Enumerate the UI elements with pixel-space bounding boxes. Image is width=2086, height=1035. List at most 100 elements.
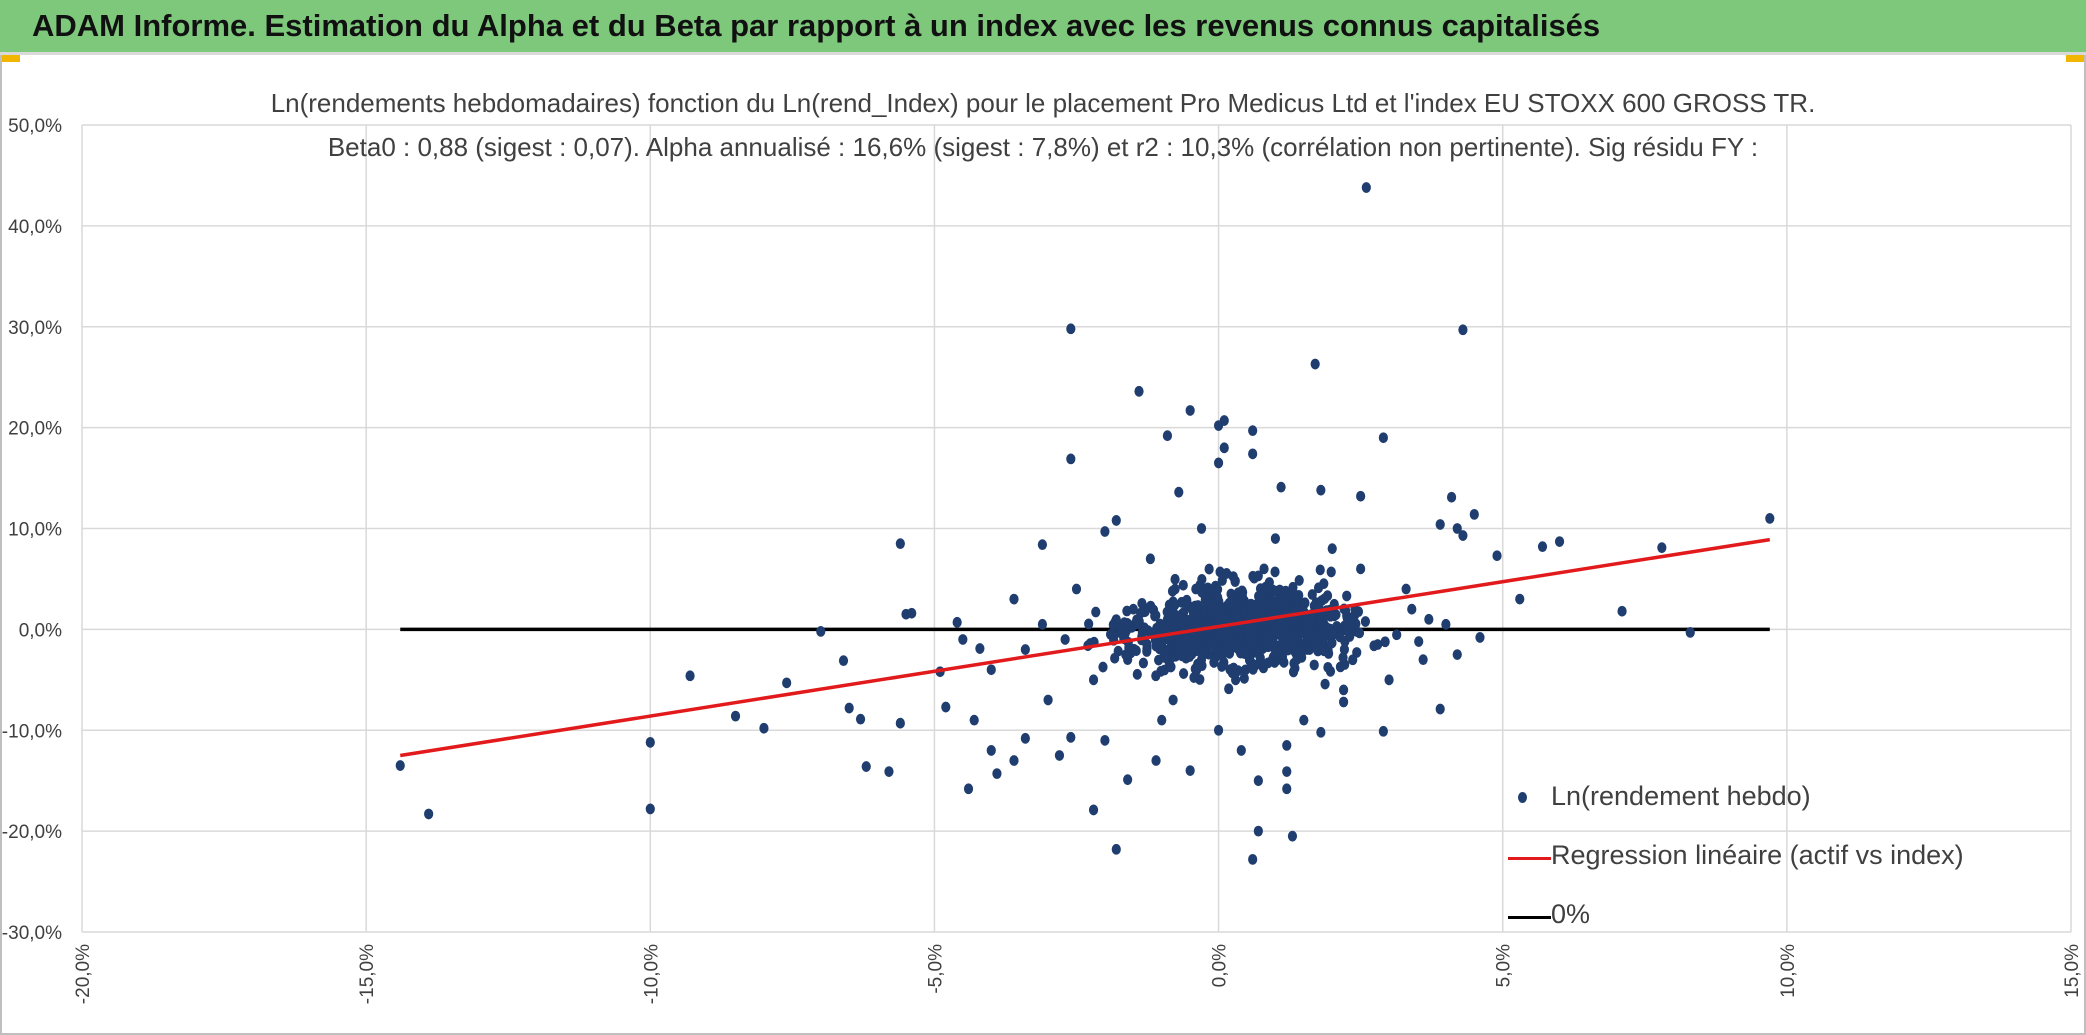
data-point — [1009, 593, 1019, 605]
data-point — [1264, 595, 1274, 607]
data-point — [1266, 640, 1276, 652]
data-point — [1122, 605, 1132, 617]
data-point — [1132, 618, 1142, 630]
data-point — [1215, 566, 1225, 578]
data-point — [1617, 605, 1627, 617]
legend-marker-points — [1518, 792, 1527, 803]
data-point — [1043, 694, 1053, 706]
data-point — [1287, 830, 1298, 842]
data-point — [1315, 564, 1325, 576]
data-point — [1224, 597, 1234, 609]
data-point — [1132, 668, 1142, 680]
data-point — [1657, 542, 1667, 554]
data-point — [1284, 592, 1294, 604]
data-point — [1323, 661, 1333, 673]
data-point — [1380, 636, 1390, 648]
data-point — [1356, 490, 1366, 502]
data-point — [1378, 725, 1388, 737]
data-point — [1338, 696, 1349, 708]
data-point — [1341, 619, 1352, 630]
x-tick-label: -20,0% — [73, 944, 94, 1004]
data-point — [1254, 596, 1264, 607]
data-point — [1159, 652, 1170, 663]
data-point — [1088, 804, 1099, 816]
data-point — [1178, 579, 1188, 591]
data-point — [855, 713, 866, 725]
data-point — [1111, 515, 1121, 526]
data-point — [645, 803, 655, 815]
data-point — [1158, 620, 1169, 632]
data-point — [730, 710, 741, 722]
data-point — [1224, 683, 1234, 695]
data-point — [685, 670, 695, 682]
data-point — [1299, 714, 1309, 726]
data-point — [1228, 662, 1239, 674]
data-point — [958, 634, 968, 645]
data-point — [1174, 637, 1184, 649]
data-point — [1452, 649, 1462, 660]
data-point — [1235, 634, 1245, 646]
data-point — [1537, 541, 1548, 553]
x-tick-label: 15,0% — [2062, 944, 2083, 998]
data-point — [1554, 536, 1565, 548]
data-point — [1168, 694, 1178, 706]
data-point — [1253, 570, 1263, 582]
data-point — [1211, 643, 1221, 654]
data-point — [1020, 732, 1030, 744]
data-point — [895, 717, 905, 729]
data-point — [1054, 750, 1065, 761]
data-point — [1178, 668, 1189, 679]
report-title: ADAM Informe. Estimation du Alpha et du … — [32, 8, 1601, 43]
data-point — [1282, 739, 1292, 751]
data-point — [1313, 582, 1324, 594]
data-point — [1170, 599, 1180, 611]
y-tick-label: 40,0% — [8, 217, 62, 238]
data-point — [1185, 405, 1195, 416]
data-point — [1441, 618, 1451, 630]
data-point — [1009, 755, 1019, 766]
data-point — [1237, 591, 1248, 603]
data-point — [1209, 610, 1219, 621]
data-point — [1240, 664, 1251, 676]
corner-marker-right — [2066, 55, 2086, 62]
data-point — [1020, 644, 1030, 655]
data-point — [1384, 674, 1394, 686]
data-point — [1091, 606, 1101, 618]
data-point — [1150, 610, 1160, 622]
data-point — [1316, 484, 1326, 496]
data-point — [1294, 575, 1304, 586]
data-point — [1317, 638, 1327, 650]
data-point — [1259, 627, 1269, 639]
data-point — [1369, 640, 1379, 652]
data-point — [1360, 616, 1371, 627]
data-point — [1378, 432, 1388, 444]
data-point — [759, 722, 769, 734]
data-point — [1152, 638, 1162, 649]
data-point — [1217, 661, 1227, 672]
data-point — [1183, 634, 1193, 646]
data-point — [1213, 457, 1224, 469]
data-point — [1327, 637, 1337, 649]
data-point — [1206, 599, 1216, 611]
data-point — [1270, 648, 1280, 660]
data-point — [1037, 539, 1048, 551]
data-point — [1288, 666, 1299, 678]
data-point — [1100, 526, 1110, 537]
data-point — [1230, 575, 1240, 587]
data-point — [1196, 523, 1207, 534]
y-tick-label: -10,0% — [2, 721, 62, 742]
data-point — [1321, 626, 1331, 637]
data-point — [1469, 508, 1479, 520]
data-point — [1253, 825, 1263, 837]
data-point — [1213, 724, 1224, 736]
data-point — [1292, 654, 1302, 665]
data-point — [1197, 650, 1207, 661]
data-point — [1452, 523, 1462, 534]
data-point — [1123, 774, 1133, 786]
data-point — [1167, 585, 1178, 597]
data-point — [1088, 674, 1099, 686]
data-point — [1108, 619, 1118, 631]
data-point — [1066, 453, 1076, 465]
data-point — [1138, 657, 1149, 669]
data-point — [844, 702, 854, 714]
